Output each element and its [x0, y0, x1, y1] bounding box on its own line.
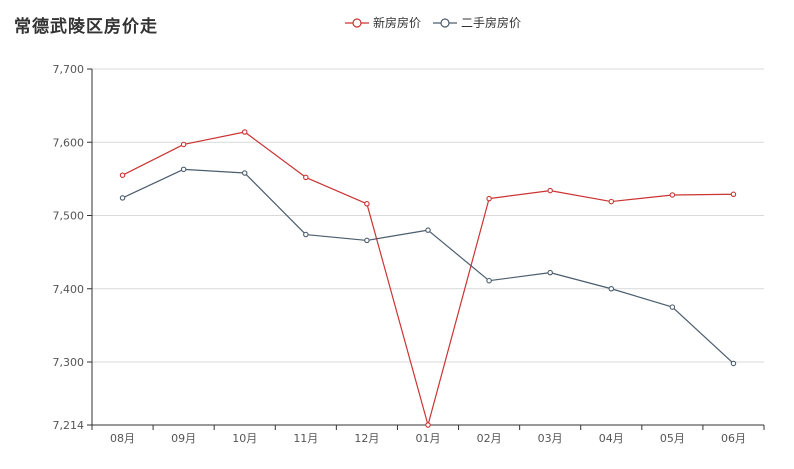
series-new-house [119, 129, 737, 428]
second-hand-house-price-point[interactable] [303, 231, 309, 238]
legend-line-circle-icon [433, 17, 458, 28]
x-tick-label: 08月 [110, 432, 135, 445]
second-hand-house-price-point[interactable] [180, 166, 187, 173]
second-hand-house-price-point[interactable] [241, 170, 248, 176]
chart-title: 常德武陵区房价走 [14, 17, 158, 37]
second-hand-house-price-point[interactable] [547, 269, 553, 276]
second-hand-house-price-point[interactable] [669, 304, 676, 310]
second-hand-house-price-point[interactable] [486, 277, 492, 284]
y-tick-label: 7,500 [53, 210, 85, 223]
x-tick-label: 12月 [354, 432, 379, 445]
x-tick-label: 01月 [416, 432, 441, 445]
legend-label-new-house: 新房房价 [373, 16, 422, 30]
new-house-price-point[interactable] [180, 141, 187, 148]
new-house-price-point[interactable] [669, 192, 676, 198]
legend: 新房房价 二手房房价 [345, 14, 521, 31]
y-tick-label: 7,600 [53, 136, 85, 149]
new-house-price-line [121, 131, 735, 426]
new-house-price-point[interactable] [730, 191, 737, 198]
new-house-price-point[interactable] [547, 187, 553, 194]
series-second-hand-house [119, 166, 737, 367]
second-hand-house-price-point[interactable] [608, 286, 615, 292]
new-house-price-point[interactable] [119, 172, 126, 178]
legend-item-second-hand-house[interactable]: 二手房房价 [433, 14, 521, 31]
x-tick-label: 03月 [538, 432, 563, 445]
new-house-price-point[interactable] [425, 422, 431, 428]
new-house-price-point[interactable] [303, 174, 309, 181]
x-tick-label: 10月 [232, 432, 257, 445]
x-tick-label: 11月 [293, 432, 318, 445]
second-hand-house-price-point[interactable] [119, 195, 126, 201]
second-hand-house-price-point[interactable] [730, 360, 737, 367]
x-tick-label: 06月 [721, 432, 746, 445]
x-tick-label: 02月 [477, 432, 502, 445]
new-house-price-point[interactable] [241, 129, 248, 135]
x-tick-label: 05月 [660, 432, 685, 445]
new-house-price-point[interactable] [364, 201, 370, 207]
x-tick-label: 04月 [599, 432, 624, 445]
legend-item-new-house[interactable]: 新房房价 [345, 14, 421, 31]
x-tick-label: 09月 [171, 432, 196, 445]
y-tick-label: 7,214 [53, 419, 85, 432]
y-tick-label: 7,400 [53, 283, 85, 296]
new-house-price-point[interactable] [608, 198, 615, 205]
legend-label-second-hand-house: 二手房房价 [461, 16, 522, 30]
y-tick-label: 7,700 [53, 63, 85, 76]
legend-line-circle-icon [345, 17, 369, 28]
second-hand-house-price-point[interactable] [425, 227, 431, 233]
axes: 7,700 7,600 7,500 7,400 7,300 7,214 08月 09月 10月 1… [53, 63, 765, 445]
grid-lines [92, 68, 764, 363]
y-tick-label: 7,300 [53, 356, 85, 369]
second-hand-house-price-point[interactable] [364, 237, 370, 244]
new-house-price-point[interactable] [486, 195, 492, 202]
